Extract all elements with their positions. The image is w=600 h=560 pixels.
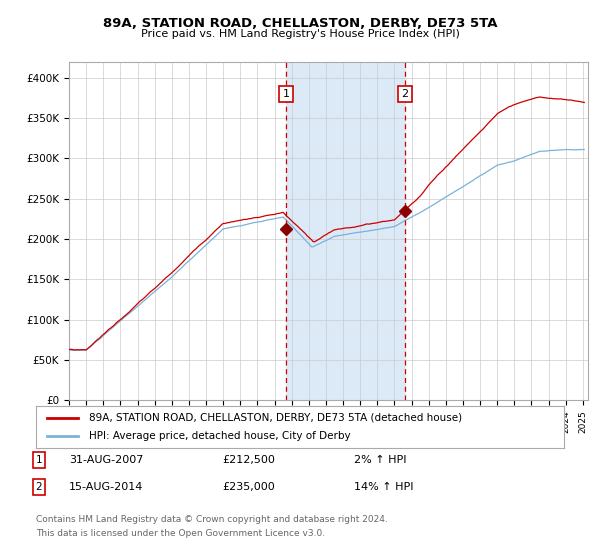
- Text: 15-AUG-2014: 15-AUG-2014: [69, 482, 143, 492]
- Text: 89A, STATION ROAD, CHELLASTON, DERBY, DE73 5TA (detached house): 89A, STATION ROAD, CHELLASTON, DERBY, DE…: [89, 413, 462, 423]
- Text: HPI: Average price, detached house, City of Derby: HPI: Average price, detached house, City…: [89, 431, 350, 441]
- Text: £212,500: £212,500: [222, 455, 275, 465]
- Text: 2: 2: [35, 482, 43, 492]
- Bar: [286, 62, 405, 400]
- Text: 2% ↑ HPI: 2% ↑ HPI: [354, 455, 407, 465]
- Text: 31-AUG-2007: 31-AUG-2007: [69, 455, 143, 465]
- Text: £235,000: £235,000: [222, 482, 275, 492]
- Text: 1: 1: [35, 455, 43, 465]
- Text: 1: 1: [283, 89, 290, 99]
- Text: Price paid vs. HM Land Registry's House Price Index (HPI): Price paid vs. HM Land Registry's House …: [140, 29, 460, 39]
- Text: Contains HM Land Registry data © Crown copyright and database right 2024.: Contains HM Land Registry data © Crown c…: [36, 515, 388, 524]
- Text: 14% ↑ HPI: 14% ↑ HPI: [354, 482, 413, 492]
- Text: 2: 2: [401, 89, 409, 99]
- Text: This data is licensed under the Open Government Licence v3.0.: This data is licensed under the Open Gov…: [36, 529, 325, 538]
- Text: 89A, STATION ROAD, CHELLASTON, DERBY, DE73 5TA: 89A, STATION ROAD, CHELLASTON, DERBY, DE…: [103, 17, 497, 30]
